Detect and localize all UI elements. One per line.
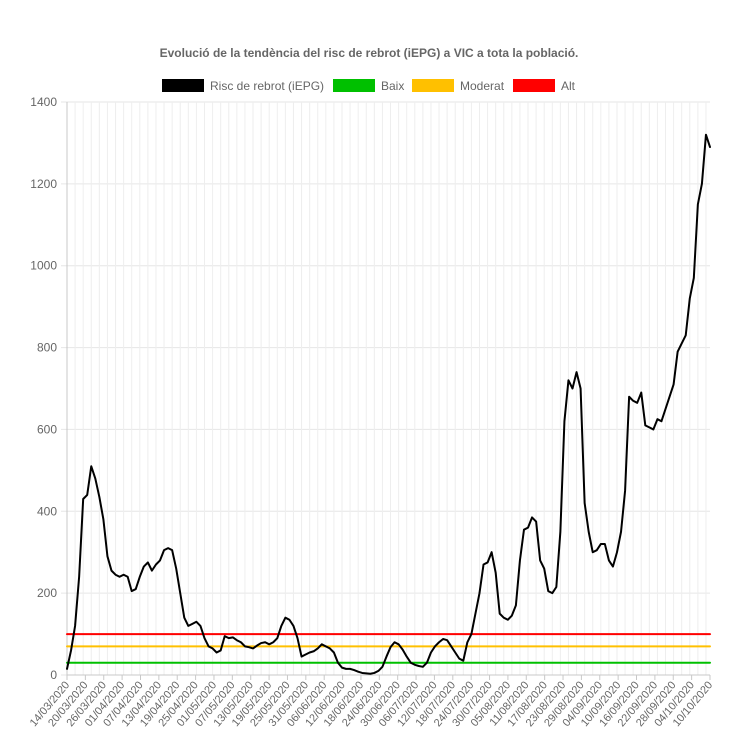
legend: Risc de rebrot (iEPG) Baix Moderat Alt <box>162 79 576 93</box>
legend-label-baix: Baix <box>381 79 404 93</box>
y-tick-label: 1000 <box>30 259 57 273</box>
legend-swatch-risc-de-rebrot-iepg <box>162 79 204 92</box>
y-tick-label: 1400 <box>30 95 57 109</box>
y-tick-label: 0 <box>50 668 57 682</box>
axes <box>66 102 710 676</box>
y-tick-label: 200 <box>37 586 57 600</box>
y-tick-label: 600 <box>37 422 57 436</box>
series-line-risc-de-rebrot-iepg <box>66 133 711 675</box>
chart-title: Evolució de la tendència del risc de reb… <box>160 46 579 60</box>
y-tick-label: 1200 <box>30 177 57 191</box>
legend-swatch-alt <box>513 79 555 92</box>
legend-label-risc-de-rebrot-iepg: Risc de rebrot (iEPG) <box>210 79 324 93</box>
grid <box>61 101 710 676</box>
legend-label-alt: Alt <box>561 79 576 93</box>
y-tick-label: 400 <box>37 504 57 518</box>
y-axis-ticks: 0 200 400 600 800 1000 1200 1400 <box>30 95 57 682</box>
legend-label-moderat: Moderat <box>460 79 505 93</box>
legend-swatch-moderat <box>412 79 454 92</box>
series-layer <box>66 133 711 675</box>
legend-swatch-baix <box>333 79 375 92</box>
y-tick-label: 800 <box>37 341 57 355</box>
